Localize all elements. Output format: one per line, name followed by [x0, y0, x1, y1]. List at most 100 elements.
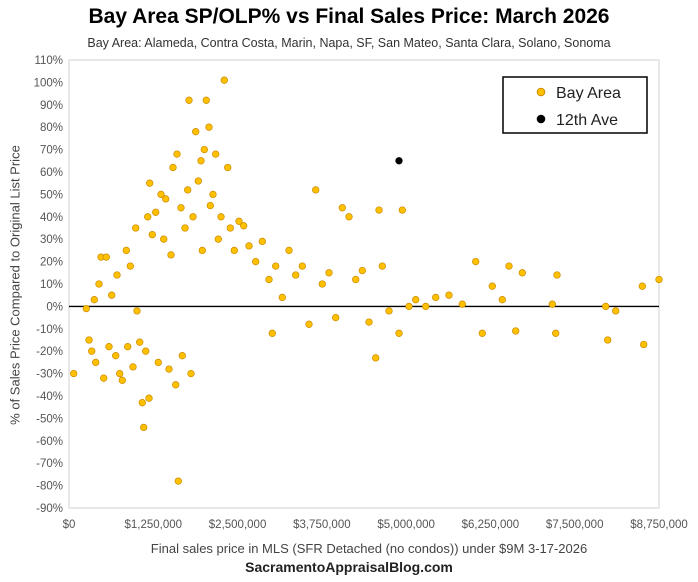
data-point — [145, 394, 153, 402]
x-tick-label: $7,500,000 — [546, 519, 604, 531]
data-point — [178, 352, 186, 360]
data-point — [375, 206, 383, 214]
legend-box — [502, 76, 648, 134]
data-point — [116, 369, 124, 378]
x-axis-label: Final sales price in MLS (SFR Detached (… — [150, 541, 588, 556]
x-axis-ticks: $0 $1,250,000 $2,500,000 $3,750,000 $5,000,0… — [63, 519, 688, 531]
data-point — [144, 213, 152, 221]
data-point — [142, 347, 150, 355]
y-tick-label: 40% — [40, 212, 63, 224]
data-point — [505, 262, 513, 270]
plot-area-border — [68, 59, 660, 509]
data-point — [298, 262, 306, 270]
data-point — [372, 354, 380, 362]
data-point — [395, 157, 403, 165]
data-point — [129, 363, 137, 371]
data-point — [197, 157, 205, 165]
data-point — [226, 224, 234, 232]
data-point — [212, 150, 220, 158]
x-tick-label: $1,250,000 — [125, 519, 183, 531]
data-point — [88, 347, 96, 355]
data-point — [157, 190, 165, 199]
data-point — [124, 343, 132, 351]
data-point — [365, 318, 373, 326]
data-point — [160, 235, 168, 243]
data-point — [167, 251, 175, 259]
data-point — [173, 150, 181, 158]
y-tick-label: 110% — [34, 55, 63, 67]
12th-ave-series — [395, 157, 403, 165]
data-point — [640, 340, 648, 349]
data-point — [278, 293, 286, 302]
y-tick-label: 90% — [40, 100, 63, 112]
legend: Bay Area 12th Ave — [502, 76, 648, 134]
data-point — [206, 201, 214, 210]
data-point — [187, 369, 195, 378]
y-tick-label: -40% — [36, 391, 63, 403]
data-point — [192, 128, 200, 136]
data-point — [638, 282, 646, 290]
x-tick-label: $0 — [63, 519, 76, 531]
data-point — [312, 186, 320, 194]
data-point — [118, 376, 126, 384]
data-point — [604, 336, 612, 344]
data-point — [140, 423, 148, 432]
data-point — [395, 329, 403, 337]
data-point — [612, 307, 620, 315]
data-point — [258, 237, 266, 246]
data-point — [185, 96, 193, 104]
data-point — [152, 208, 160, 216]
data-point — [268, 329, 276, 337]
data-point — [478, 329, 486, 337]
x-tick-label: $2,500,000 — [209, 519, 267, 531]
x-tick-label: $3,750,000 — [293, 519, 351, 531]
y-tick-label: -80% — [36, 481, 63, 493]
data-point — [318, 280, 326, 288]
data-point — [252, 257, 260, 266]
y-axis-label: % of Sales Price Compared to Original Li… — [7, 145, 23, 425]
data-point — [230, 246, 238, 255]
data-point — [398, 206, 406, 214]
data-point — [488, 282, 496, 290]
data-point — [112, 352, 120, 360]
y-tick-label: 20% — [40, 257, 63, 269]
data-point — [405, 302, 413, 311]
data-point — [136, 338, 144, 346]
data-point — [602, 302, 610, 311]
data-point — [412, 296, 420, 304]
data-point — [113, 271, 121, 279]
data-point — [189, 213, 197, 221]
data-point — [445, 291, 453, 299]
y-tick-label: -20% — [36, 346, 63, 358]
data-point — [224, 163, 232, 172]
data-point — [122, 246, 130, 255]
legend-label-12th-ave: 12th Ave — [556, 112, 618, 129]
data-point — [265, 275, 273, 284]
data-point — [272, 262, 280, 270]
y-tick-label: 0% — [46, 301, 63, 313]
data-point — [177, 204, 185, 212]
data-point — [209, 190, 217, 199]
data-point — [138, 399, 146, 407]
data-point — [92, 358, 100, 367]
legend-marker-12th-ave — [536, 114, 546, 124]
data-point — [90, 296, 98, 304]
data-point — [181, 224, 189, 232]
y-tick-label: 10% — [40, 279, 63, 291]
y-tick-label: 50% — [40, 189, 63, 201]
data-point — [352, 275, 360, 284]
legend-marker-bay-area — [536, 87, 546, 97]
x-tick-label: $5,000,000 — [377, 519, 435, 531]
y-tick-label: -10% — [36, 324, 63, 336]
data-point — [200, 145, 208, 154]
y-tick-label: -70% — [36, 458, 63, 470]
data-point — [325, 269, 333, 277]
data-point — [422, 302, 430, 311]
data-point — [292, 271, 300, 279]
data-point — [198, 246, 206, 255]
data-point — [146, 179, 154, 187]
data-point — [133, 307, 141, 315]
data-point — [472, 257, 480, 266]
data-point — [194, 177, 202, 185]
